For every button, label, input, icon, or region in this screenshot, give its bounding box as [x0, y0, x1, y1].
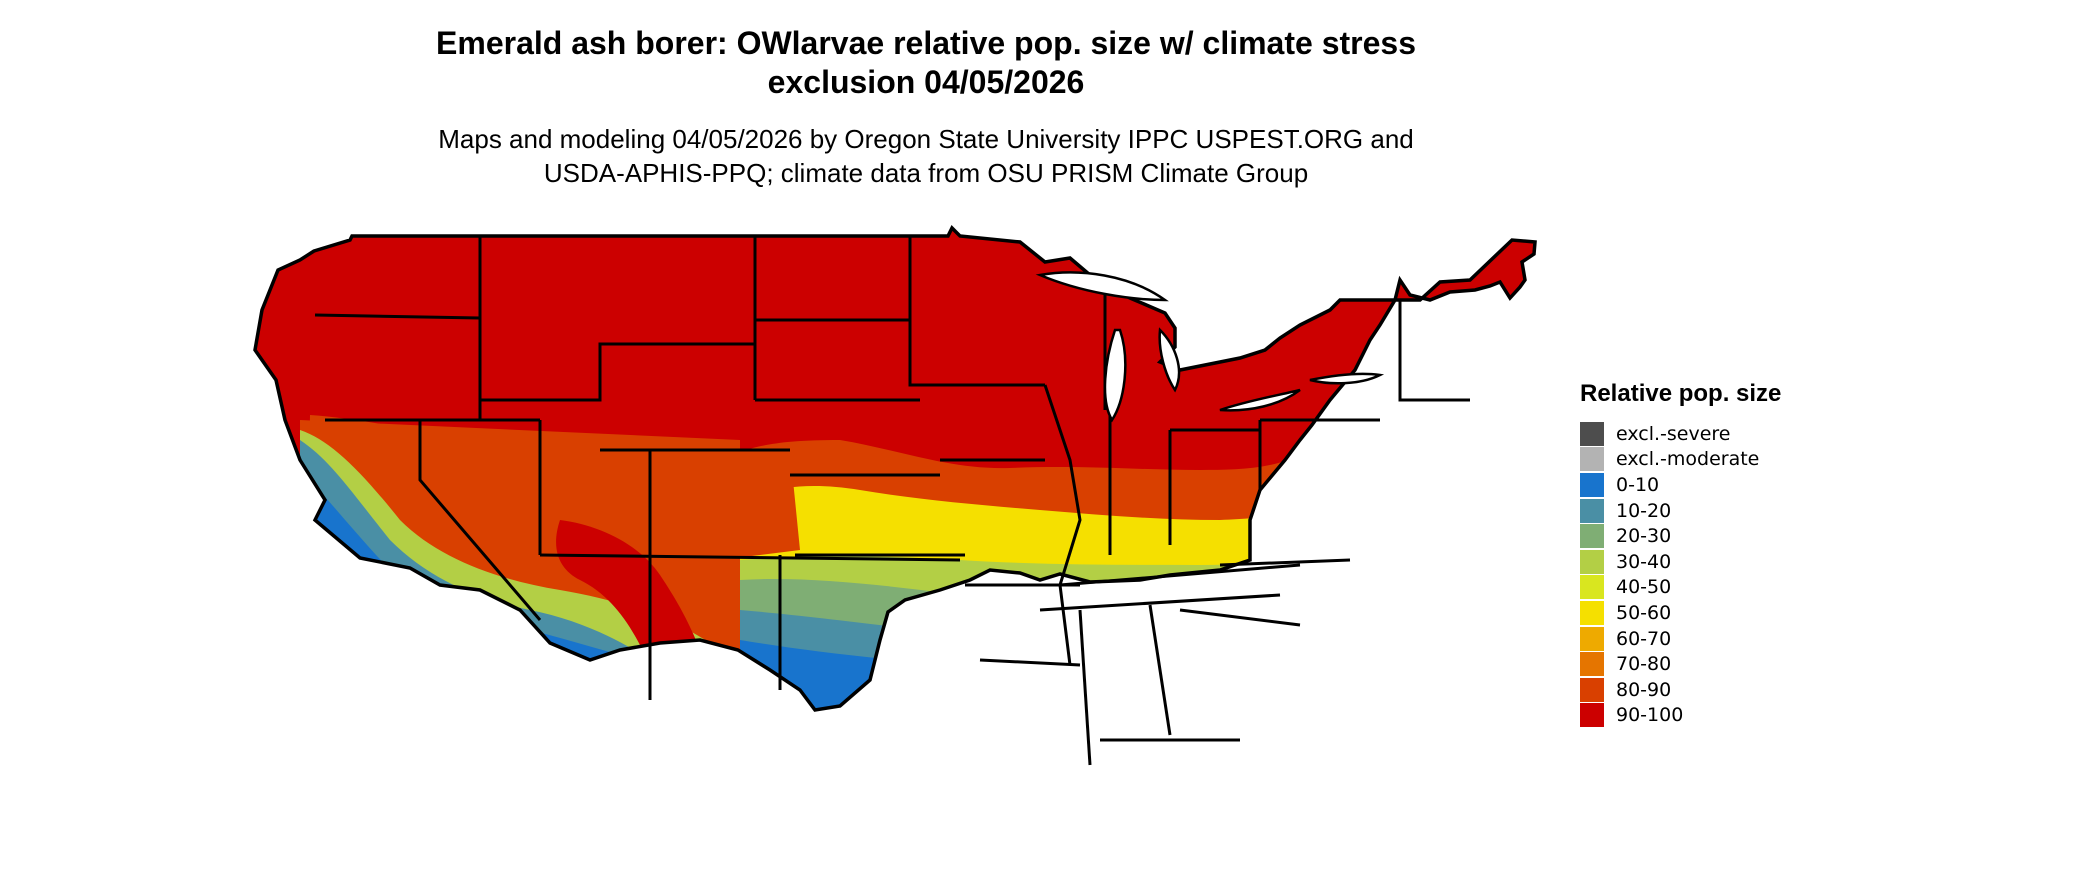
legend-swatch [1580, 652, 1604, 677]
legend-label: 40-50 [1616, 576, 1672, 599]
legend-label: 20-30 [1616, 525, 1672, 548]
legend: Relative pop. size excl.-severe excl.-mod… [1580, 380, 1781, 728]
boundary-ca-nv-diag [418, 420, 542, 621]
boundary-al-ms [1078, 609, 1092, 766]
map-title-line-1: Emerald ash borer: OWlarvae relative pop… [436, 25, 1416, 61]
legend-swatch [1580, 524, 1604, 549]
legend-item: 90-100 [1580, 703, 1781, 729]
legend-swatch [1580, 421, 1604, 446]
boundary-ms-river [1043, 384, 1082, 666]
lake-superior [1035, 271, 1169, 302]
legend-item: 10-20 [1580, 498, 1781, 524]
lake-huron [1158, 327, 1181, 393]
legend-title: Relative pop. size [1580, 380, 1782, 407]
great-lakes [1035, 271, 1385, 423]
legend-item: 50-60 [1580, 600, 1781, 626]
legend-label: excl.-moderate [1616, 448, 1760, 471]
legend-swatch [1580, 677, 1604, 702]
legend-item: excl.-severe [1580, 421, 1781, 447]
legend-swatch [1580, 600, 1604, 625]
legend-swatch [1580, 549, 1604, 574]
legend-item: 20-30 [1580, 523, 1781, 549]
legend-label: 30-40 [1616, 550, 1672, 573]
map-title: Emerald ash borer: OWlarvae relative pop… [0, 24, 1852, 102]
legend-item: 80-90 [1580, 677, 1781, 703]
legend-item: 30-40 [1580, 549, 1781, 575]
boundary-wa-or [314, 313, 481, 320]
map-title-line-2: exclusion 04/05/2026 [767, 64, 1085, 100]
lake-erie [1219, 388, 1301, 412]
legend-swatch [1580, 703, 1604, 728]
map-subtitle-line-1: Maps and modeling 04/05/2026 by Oregon S… [438, 124, 1414, 154]
legend-swatch [1580, 498, 1604, 523]
boundary-mt-wy [480, 342, 755, 402]
legend-label: excl.-severe [1616, 422, 1731, 445]
legend-label: 70-80 [1616, 653, 1672, 676]
legend-item: 60-70 [1580, 626, 1781, 652]
legend-item: excl.-moderate [1580, 447, 1781, 473]
boundary-ar-la [979, 658, 1081, 667]
legend-label: 80-90 [1616, 678, 1672, 701]
boundary-tn-al [1039, 593, 1281, 612]
zone-0-10-south [740, 640, 1420, 710]
legend-label: 60-70 [1616, 627, 1672, 650]
legend-item: 40-50 [1580, 575, 1781, 601]
legend-item: 70-80 [1580, 651, 1781, 677]
legend-item: 0-10 [1580, 472, 1781, 498]
boundary-new-england [1398, 300, 1470, 402]
lake-michigan [1103, 328, 1127, 423]
legend-swatch [1580, 626, 1604, 651]
legend-label: 50-60 [1616, 601, 1672, 624]
legend-swatch [1580, 575, 1604, 600]
legend-swatch [1580, 472, 1604, 497]
boundary-four-corners [539, 553, 961, 562]
boundary-al-ga [1148, 604, 1172, 736]
legend-label: 0-10 [1616, 473, 1660, 496]
legend-swatch [1580, 447, 1604, 472]
boundary-mn-ia [908, 236, 1045, 387]
map-subtitle-line-2: USDA-APHIS-PPQ; climate data from OSU PR… [543, 158, 1309, 188]
lake-ontario [1309, 372, 1385, 385]
legend-label: 10-20 [1616, 499, 1672, 522]
legend-label: 90-100 [1616, 704, 1684, 727]
legend-items: excl.-severe excl.-moderate 0-10 10-20 20-30… [1580, 421, 1781, 728]
zone-80-90-central [720, 447, 800, 560]
zone-10-20 [740, 610, 1420, 710]
map-subtitle: Maps and modeling 04/05/2026 by Oregon S… [0, 122, 1852, 190]
boundary-nc-sc [1179, 608, 1301, 627]
